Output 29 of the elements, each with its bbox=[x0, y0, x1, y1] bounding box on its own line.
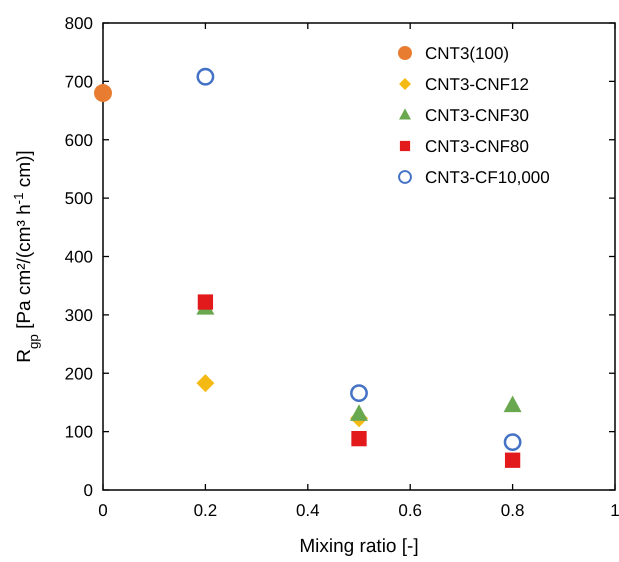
legend-label: CNT3-CNF12 bbox=[425, 75, 529, 94]
x-tick-label: 1 bbox=[610, 501, 619, 520]
point bbox=[504, 452, 520, 468]
point bbox=[198, 294, 214, 310]
point bbox=[196, 68, 214, 86]
legend-label: CNT3-CNF80 bbox=[425, 137, 529, 156]
y-tick-label: 700 bbox=[64, 72, 93, 92]
point bbox=[504, 433, 522, 452]
point bbox=[350, 384, 368, 402]
legend-label: CNT3(100) bbox=[425, 44, 510, 63]
y-tick-label: 600 bbox=[64, 130, 93, 150]
x-axis-title: Mixing ratio [-] bbox=[299, 536, 419, 557]
legend-label: CNT3-CNF30 bbox=[425, 106, 529, 125]
y-tick-label: 100 bbox=[64, 422, 93, 442]
y-tick-label: 300 bbox=[64, 306, 93, 325]
y-tick-label: 200 bbox=[64, 364, 93, 384]
x-tick-label: 0.6 bbox=[398, 501, 422, 520]
point bbox=[94, 84, 112, 102]
y-tick-label: 500 bbox=[64, 189, 93, 208]
legend-label: CNT3-CF10,000 bbox=[425, 168, 550, 187]
x-tick-label: 0.4 bbox=[296, 501, 320, 520]
x-tick-label: 0 bbox=[98, 501, 108, 520]
x-tick-label: 0.8 bbox=[500, 501, 524, 520]
y-tick-label: 0 bbox=[84, 481, 93, 500]
point bbox=[196, 374, 214, 392]
y-tick-label: 400 bbox=[64, 248, 93, 266]
point bbox=[351, 430, 367, 446]
x-tick-label: 0.2 bbox=[194, 501, 218, 520]
y-tick-label: 800 bbox=[64, 14, 93, 33]
